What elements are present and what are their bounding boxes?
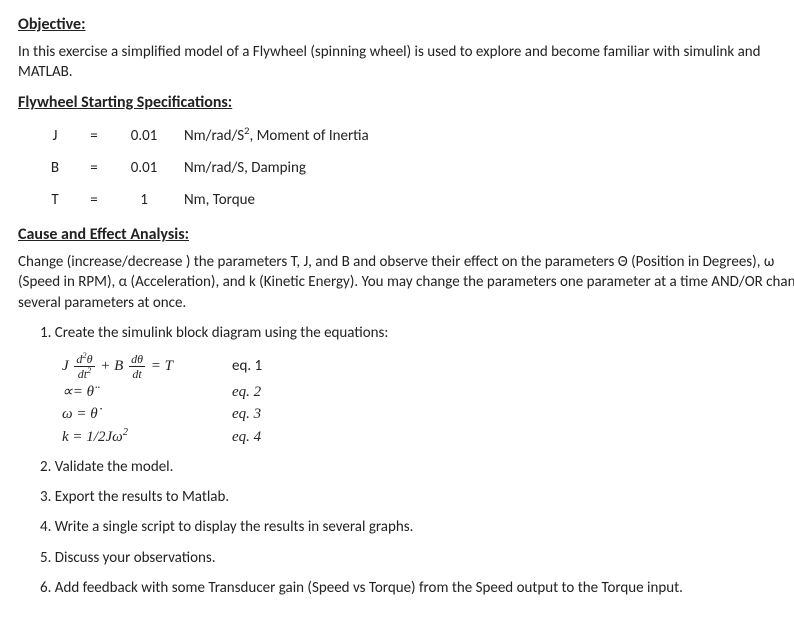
spec-equals: = — [76, 152, 112, 184]
spec-desc: Nm/rad/S2, Moment of Inertia — [176, 120, 377, 152]
equation-block: J d2θdt2 + B dθdt = Teq. 1∝= θ̈eq. 2ω = … — [62, 353, 794, 447]
equation-math: k = 1/2Jω2 — [62, 427, 232, 447]
spec-desc: Nm/rad/S, Damping — [176, 152, 377, 184]
step-1-text: 1. Create the simulink block diagram usi… — [40, 324, 388, 342]
spec-value: 1 — [112, 184, 176, 216]
equation-row: ω = θ̇eq. 3 — [62, 404, 794, 424]
equation-row: ∝= θ̈eq. 2 — [62, 382, 794, 402]
spec-symbol: B — [34, 152, 76, 184]
objective-paragraph: In this exercise a simplified model of a… — [18, 42, 794, 83]
equation-label: eq. 4 — [232, 427, 261, 447]
equation-row: k = 1/2Jω2eq. 4 — [62, 427, 794, 447]
heading-specs: Flywheel Starting Specifications: — [18, 92, 794, 114]
heading-analysis: Cause and Effect Analysis: — [18, 224, 794, 246]
spec-row: J=0.01Nm/rad/S2, Moment of Inertia — [34, 120, 377, 152]
equation-label: eq. 1 — [232, 356, 262, 376]
spec-row: T=1Nm, Torque — [34, 184, 377, 216]
step-item: 2. Validate the model. — [40, 457, 794, 477]
spec-symbol: T — [34, 184, 76, 216]
spec-symbol: J — [34, 120, 76, 152]
spec-equals: = — [76, 120, 112, 152]
step-item: 5. Discuss your observations. — [40, 548, 794, 568]
heading-objective: Objective: — [18, 14, 794, 36]
equation-label: eq. 2 — [232, 382, 261, 402]
specs-table: J=0.01Nm/rad/S2, Moment of InertiaB=0.01… — [34, 120, 377, 217]
equation-math: J d2θdt2 + B dθdt = T — [62, 353, 232, 380]
equation-label: eq. 3 — [232, 404, 261, 424]
equation-math: ∝= θ̈ — [62, 382, 232, 402]
analysis-paragraph: Change (increase/decrease ) the paramete… — [18, 252, 794, 313]
step-item: 3. Export the results to Matlab. — [40, 487, 794, 507]
spec-equals: = — [76, 184, 112, 216]
equation-row: J d2θdt2 + B dθdt = Teq. 1 — [62, 353, 794, 380]
step-item: 6. Add feedback with some Transducer gai… — [40, 578, 794, 598]
spec-desc: Nm, Torque — [176, 184, 377, 216]
step-item: 4. Write a single script to display the … — [40, 517, 794, 537]
spec-value: 0.01 — [112, 152, 176, 184]
spec-row: B=0.01Nm/rad/S, Damping — [34, 152, 377, 184]
equation-math: ω = θ̇ — [62, 404, 232, 424]
step-1: 1. Create the simulink block diagram usi… — [40, 323, 794, 343]
spec-value: 0.01 — [112, 120, 176, 152]
steps-list: 1. Create the simulink block diagram usi… — [40, 323, 794, 598]
